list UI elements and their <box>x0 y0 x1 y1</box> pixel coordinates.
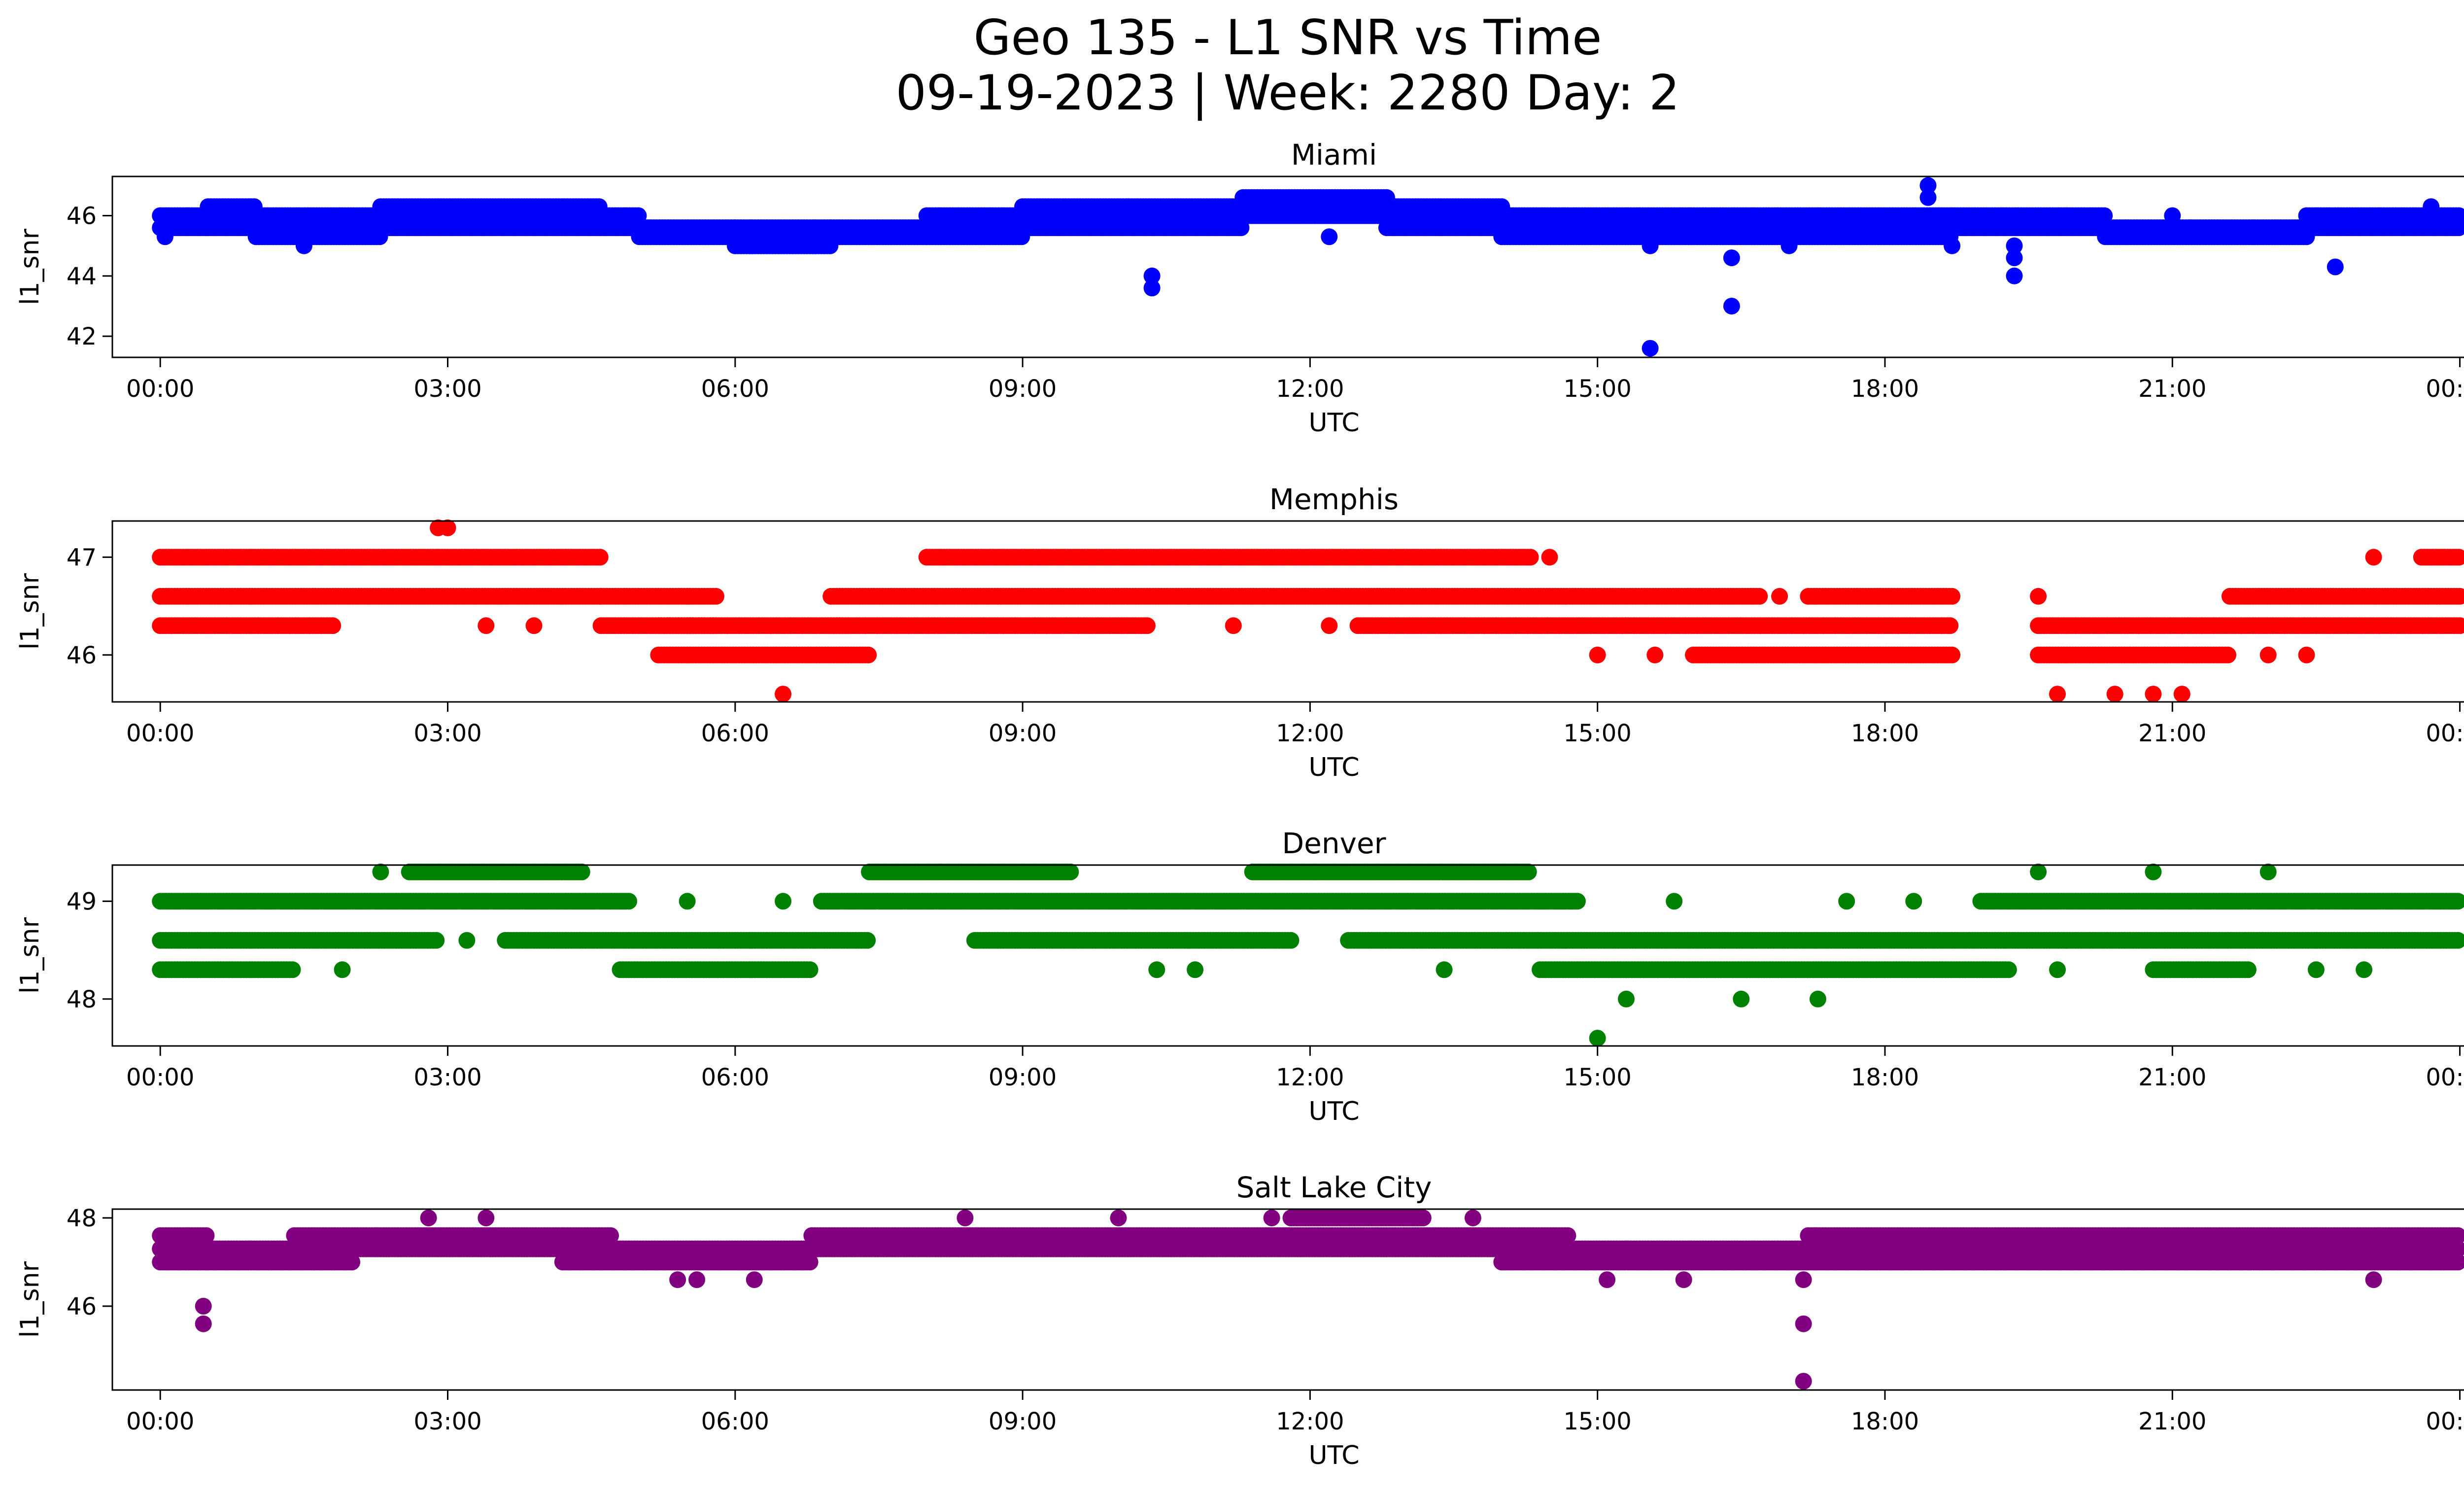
data-point-outlier <box>2049 686 2066 703</box>
data-point-outlier <box>1646 646 1664 663</box>
data-point-outlier <box>1642 237 1659 254</box>
axes-frame <box>111 175 2464 358</box>
data-point-outlier <box>2173 686 2190 703</box>
subplot-title: Miami <box>1291 138 1377 172</box>
data-point-outlier <box>2259 646 2277 663</box>
data-point-outlier <box>1642 340 1659 357</box>
data-point-outlier <box>525 617 543 634</box>
data-point-outlier <box>2365 549 2382 566</box>
axes-frame <box>111 520 2464 703</box>
data-point-outlier <box>1321 617 1338 634</box>
data-point-outlier <box>2164 207 2181 224</box>
data-point <box>859 932 876 949</box>
data-point <box>2220 646 2236 663</box>
subplot-title: Memphis <box>1269 483 1399 516</box>
figure-subtitle: 09-19-2023 | Week: 2280 Day: 2 <box>895 65 1680 121</box>
data-point-outlier <box>2145 686 2162 703</box>
data-point <box>1522 549 1539 566</box>
series-markers <box>152 519 2464 703</box>
data-point-outlier <box>2106 686 2123 703</box>
data-point-outlier <box>439 519 456 536</box>
data-point-outlier <box>2006 267 2023 284</box>
subplot-memphis: Memphis 00:00 03:00 06:00 09:00 12:00 15:00 18:… <box>15 483 2464 782</box>
data-point-outlier <box>1919 177 1937 194</box>
x-tick-label: 21:00 <box>2138 375 2206 403</box>
data-point-outlier <box>1780 237 1798 254</box>
data-point <box>620 893 637 910</box>
y-axis-label: l1_snr <box>15 573 45 650</box>
x-tick-label: 15:00 <box>1564 720 1632 747</box>
x-tick-label: 03:00 <box>413 720 481 747</box>
x-axis-label: UTC <box>1308 408 1359 438</box>
data-point <box>573 863 590 880</box>
x-tick-label: 09:00 <box>989 375 1057 403</box>
data-point <box>1942 617 1959 634</box>
data-point-outlier <box>1541 549 1558 566</box>
y-axis-label: l1_snr <box>15 228 45 305</box>
x-tick-label: 12:00 <box>1276 720 1344 747</box>
data-point-outlier <box>1944 237 1961 254</box>
data-point <box>284 961 301 978</box>
data-point <box>707 588 724 605</box>
data-point-outlier <box>2006 249 2023 267</box>
x-tick-label: 15:00 <box>1564 375 1632 403</box>
data-point-outlier <box>1225 617 1242 634</box>
x-tick-label: 00:00 <box>2426 375 2464 403</box>
y-tick-label: 46 <box>67 203 97 230</box>
data-point <box>1944 646 1961 663</box>
data-point-outlier <box>478 617 495 634</box>
x-tick-label: 09:00 <box>989 720 1057 747</box>
data-point-outlier <box>1723 249 1740 267</box>
x-tick-label: 21:00 <box>2138 720 2206 747</box>
data-point <box>591 549 609 566</box>
data-point-outlier <box>2423 198 2440 215</box>
data-point <box>1569 893 1586 910</box>
data-point-outlier <box>1143 267 1161 284</box>
data-point-outlier <box>2327 258 2344 276</box>
data-point-outlier <box>2298 646 2315 663</box>
y-tick-label: 46 <box>67 642 97 669</box>
data-point-outlier <box>1321 228 1338 245</box>
data-point <box>428 932 445 949</box>
x-tick-label: 03:00 <box>413 375 481 403</box>
y-tick-label: 47 <box>67 544 97 571</box>
figure-title: Geo 135 - L1 SNR vs Time <box>973 10 1602 66</box>
x-tick-label: 00:00 <box>2426 720 2464 747</box>
x-tick-label: 12:00 <box>1276 375 1344 403</box>
data-point-outlier <box>1919 189 1937 206</box>
y-tick-label: 44 <box>67 263 97 290</box>
data-point <box>860 646 877 663</box>
data-point-outlier <box>1143 279 1161 297</box>
subplot-miami: Miami 00:00 03:00 06:00 09:00 12:00 15:00 18:00… <box>15 138 2464 438</box>
x-tick-label: 06:00 <box>701 375 769 403</box>
data-point-outlier <box>1723 298 1740 314</box>
data-point-outlier <box>156 228 173 245</box>
data-point <box>324 617 342 634</box>
data-point-outlier <box>2006 237 2023 254</box>
x-axis-label: UTC <box>1308 753 1359 782</box>
x-tick-label: 00:00 <box>126 375 194 403</box>
data-point-outlier <box>1589 646 1606 663</box>
data-point-outlier <box>2030 588 2047 605</box>
subplot-title: Denver <box>1282 827 1386 860</box>
x-tick-label: 18:00 <box>1851 375 1919 403</box>
data-point <box>2450 219 2464 236</box>
series-markers <box>152 177 2464 357</box>
x-tick-label: 00:00 <box>126 720 194 747</box>
data-point-outlier <box>1771 588 1788 605</box>
data-point <box>1138 617 1156 634</box>
x-tick-label: 18:00 <box>1851 720 1919 747</box>
data-point-outlier <box>775 686 791 703</box>
series-markers <box>152 863 2464 1047</box>
x-tick-label: 06:00 <box>701 720 769 747</box>
data-point-outlier <box>295 237 312 254</box>
data-point <box>1751 588 1768 605</box>
data-point <box>801 961 819 978</box>
data-point <box>1944 588 1961 605</box>
y-tick-label: 42 <box>67 323 97 350</box>
